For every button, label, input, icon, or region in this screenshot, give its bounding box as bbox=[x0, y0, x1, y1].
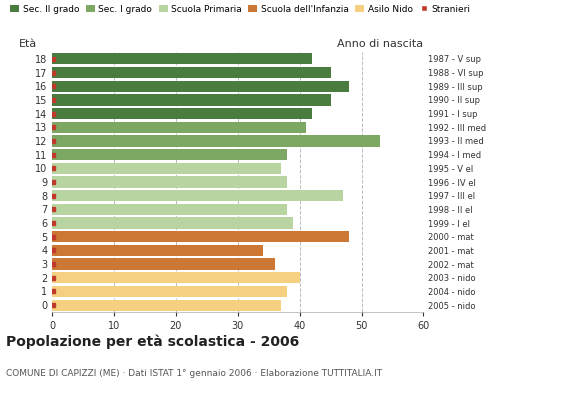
Bar bbox=[52, 231, 349, 242]
Bar bbox=[52, 258, 275, 270]
Bar bbox=[52, 300, 281, 311]
Text: Età: Età bbox=[19, 39, 37, 49]
Bar bbox=[52, 245, 263, 256]
Bar bbox=[52, 272, 300, 283]
Bar bbox=[52, 94, 331, 106]
Bar bbox=[52, 190, 343, 201]
Bar bbox=[52, 122, 306, 133]
Bar bbox=[52, 163, 281, 174]
Bar bbox=[52, 108, 312, 119]
Bar bbox=[52, 176, 287, 188]
Bar bbox=[52, 286, 287, 297]
Bar bbox=[52, 218, 293, 229]
Bar bbox=[52, 53, 312, 64]
Bar bbox=[52, 204, 287, 215]
Bar bbox=[52, 67, 331, 78]
Bar bbox=[52, 81, 349, 92]
Bar bbox=[52, 135, 380, 146]
Legend: Sec. II grado, Sec. I grado, Scuola Primaria, Scuola dell'Infanzia, Asilo Nido, : Sec. II grado, Sec. I grado, Scuola Prim… bbox=[10, 4, 471, 14]
Text: Popolazione per età scolastica - 2006: Popolazione per età scolastica - 2006 bbox=[6, 334, 299, 349]
Bar bbox=[52, 149, 287, 160]
Text: Anno di nascita: Anno di nascita bbox=[338, 39, 423, 49]
Text: COMUNE DI CAPIZZI (ME) · Dati ISTAT 1° gennaio 2006 · Elaborazione TUTTITALIA.IT: COMUNE DI CAPIZZI (ME) · Dati ISTAT 1° g… bbox=[6, 369, 382, 378]
